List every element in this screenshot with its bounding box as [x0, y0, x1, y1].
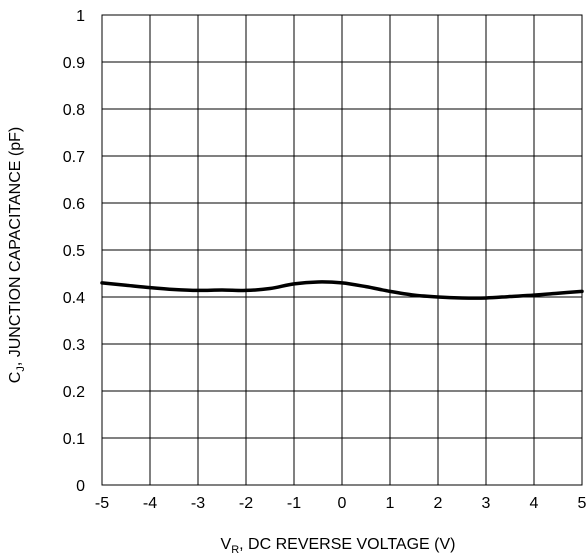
x-tick-label: -1	[287, 495, 301, 512]
axis-title-rest: , JUNCTION CAPACITANCE (pF)	[7, 127, 24, 366]
capacitance-curve	[100, 280, 584, 300]
y-axis-title: CJ, JUNCTION CAPACITANCE (pF)	[7, 127, 27, 383]
x-tick-label: 1	[386, 495, 395, 512]
x-tick-label: 0	[338, 495, 347, 512]
x-tick-labels: -5 -4 -3 -2 -1 0 1 2 3 4 5	[95, 495, 586, 512]
axis-title-rest: , DC REVERSE VOLTAGE (V)	[239, 536, 455, 553]
y-tick-label: 0.7	[63, 149, 85, 166]
x-tick-label: 3	[482, 495, 491, 512]
y-tick-label: 0.9	[63, 55, 85, 72]
axis-title-subscript: J	[15, 366, 27, 372]
x-tick-label: -3	[191, 495, 205, 512]
y-tick-label: 0.6	[63, 196, 85, 213]
x-axis-title: VR, DC REVERSE VOLTAGE (V)	[221, 536, 456, 556]
axis-title-subscript: R	[231, 544, 239, 556]
y-tick-label: 0.2	[63, 384, 85, 401]
y-tick-label: 0.4	[63, 290, 85, 307]
y-tick-label: 0.8	[63, 102, 85, 119]
x-tick-label: -4	[143, 495, 157, 512]
y-tick-label: 0.5	[63, 243, 85, 260]
x-tick-label: -5	[95, 495, 109, 512]
y-tick-label: 0.1	[63, 431, 85, 448]
y-tick-label: 1	[76, 8, 85, 25]
series-layer	[100, 280, 584, 300]
y-tick-label: 0.3	[63, 337, 85, 354]
x-tick-label: -2	[239, 495, 253, 512]
axis-title-main: V	[221, 536, 232, 553]
axis-title-main: C	[7, 372, 24, 384]
x-tick-label: 2	[434, 495, 443, 512]
y-tick-label: 0	[76, 478, 85, 495]
x-tick-label: 4	[530, 495, 539, 512]
grid	[101, 14, 583, 486]
plot-frame	[101, 14, 583, 486]
x-tick-label: 5	[578, 495, 586, 512]
y-tick-labels: 0 0.1 0.2 0.3 0.4 0.5 0.6 0.7 0.8 0.9 1	[63, 8, 85, 495]
